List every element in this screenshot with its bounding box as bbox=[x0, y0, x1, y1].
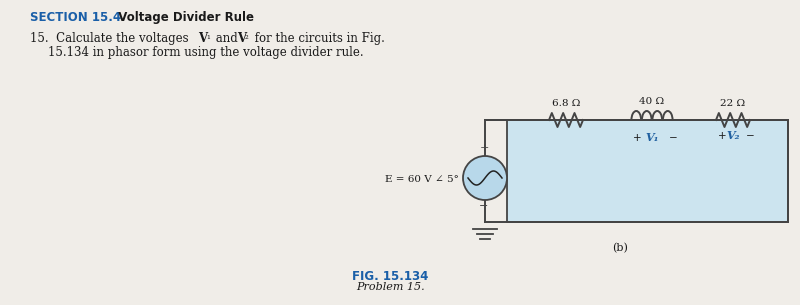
Text: V: V bbox=[237, 32, 246, 45]
Text: V₁: V₁ bbox=[646, 132, 658, 143]
Text: −: − bbox=[746, 131, 754, 141]
Text: Voltage Divider Rule: Voltage Divider Rule bbox=[110, 11, 254, 24]
Text: 22 Ω: 22 Ω bbox=[721, 99, 746, 108]
Text: ₁: ₁ bbox=[206, 32, 210, 41]
Text: (b): (b) bbox=[612, 243, 628, 253]
Text: ₂: ₂ bbox=[245, 32, 249, 41]
Text: +: + bbox=[633, 133, 642, 143]
Text: FIG. 15.134: FIG. 15.134 bbox=[352, 270, 428, 283]
Circle shape bbox=[463, 156, 507, 200]
Text: −: − bbox=[669, 133, 678, 143]
Text: V: V bbox=[198, 32, 207, 45]
Text: SECTION 15.4: SECTION 15.4 bbox=[30, 11, 121, 24]
Text: 15.134 in phasor form using the voltage divider rule.: 15.134 in phasor form using the voltage … bbox=[48, 46, 364, 59]
Text: 15.  Calculate the voltages: 15. Calculate the voltages bbox=[30, 32, 192, 45]
Text: +: + bbox=[479, 143, 489, 153]
Text: 40 Ω: 40 Ω bbox=[639, 97, 665, 106]
Text: for the circuits in Fig.: for the circuits in Fig. bbox=[251, 32, 385, 45]
Text: E = 60 V ∠ 5°: E = 60 V ∠ 5° bbox=[385, 175, 459, 185]
Text: and: and bbox=[212, 32, 242, 45]
Text: +: + bbox=[718, 131, 726, 141]
Text: 6.8 Ω: 6.8 Ω bbox=[552, 99, 580, 108]
Text: V₂: V₂ bbox=[726, 130, 740, 141]
Text: −: − bbox=[479, 201, 489, 211]
Text: Problem 15.: Problem 15. bbox=[356, 282, 424, 292]
Bar bbox=[507, 120, 788, 222]
